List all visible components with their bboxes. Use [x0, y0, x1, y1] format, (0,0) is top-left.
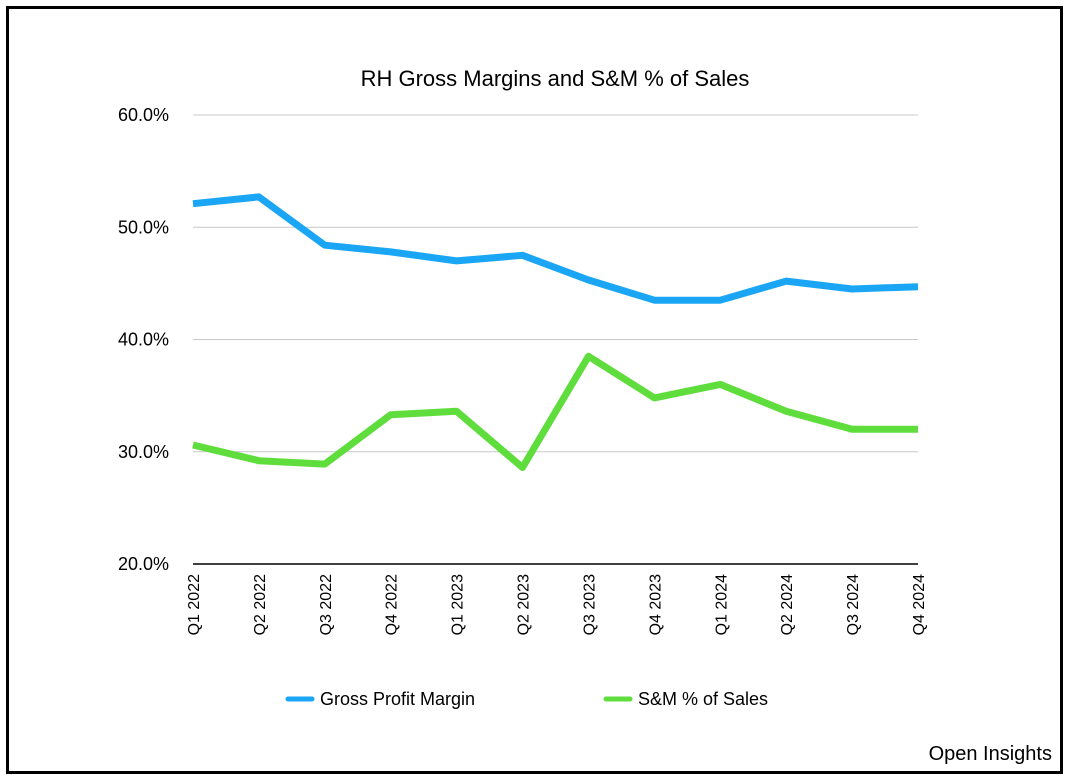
credit-label: Open Insights: [928, 743, 1052, 765]
y-tick-label: 30.0%: [118, 442, 169, 462]
series-lines: [192, 193, 919, 471]
x-tick-label: Q2 2022: [252, 574, 269, 635]
x-tick-label: Q1 2023: [450, 574, 467, 635]
chart-frame: [6, 6, 1063, 774]
x-tick-label: Q4 2022: [384, 574, 401, 635]
x-tick-label: Q3 2024: [845, 574, 862, 635]
x-tick-label: Q4 2023: [647, 574, 664, 635]
x-tick-label: Q3 2022: [318, 574, 335, 635]
x-tick-label: Q1 2024: [713, 574, 730, 635]
x-tick-label: Q2 2023: [516, 574, 533, 635]
x-axis-ticks: Q1 2022 Q2 2022 Q3 2022 Q4 2022 Q1 2023 Q2 20…: [186, 574, 928, 635]
gridlines: [193, 114, 918, 565]
x-tick-label: Q3 2023: [581, 574, 598, 635]
legend: Gross Profit Margin S&M % of Sales: [285, 689, 768, 709]
legend-label: Gross Profit Margin: [320, 689, 475, 709]
y-tick-label: 40.0%: [118, 330, 169, 350]
x-tick-label: Q2 2024: [779, 574, 796, 635]
y-axis-ticks: 20.0% 30.0% 40.0% 50.0% 60.0%: [118, 105, 169, 574]
y-tick-label: 50.0%: [118, 217, 169, 237]
chart-title: RH Gross Margins and S&M % of Sales: [361, 66, 750, 91]
series-line-1: [192, 193, 919, 304]
x-tick-label: Q4 2024: [911, 574, 928, 635]
legend-label: S&M % of Sales: [638, 689, 768, 709]
x-tick-label: Q1 2022: [186, 574, 203, 635]
series-line-2: [192, 352, 918, 471]
y-tick-label: 20.0%: [118, 554, 169, 574]
y-tick-label: 60.0%: [118, 105, 169, 125]
